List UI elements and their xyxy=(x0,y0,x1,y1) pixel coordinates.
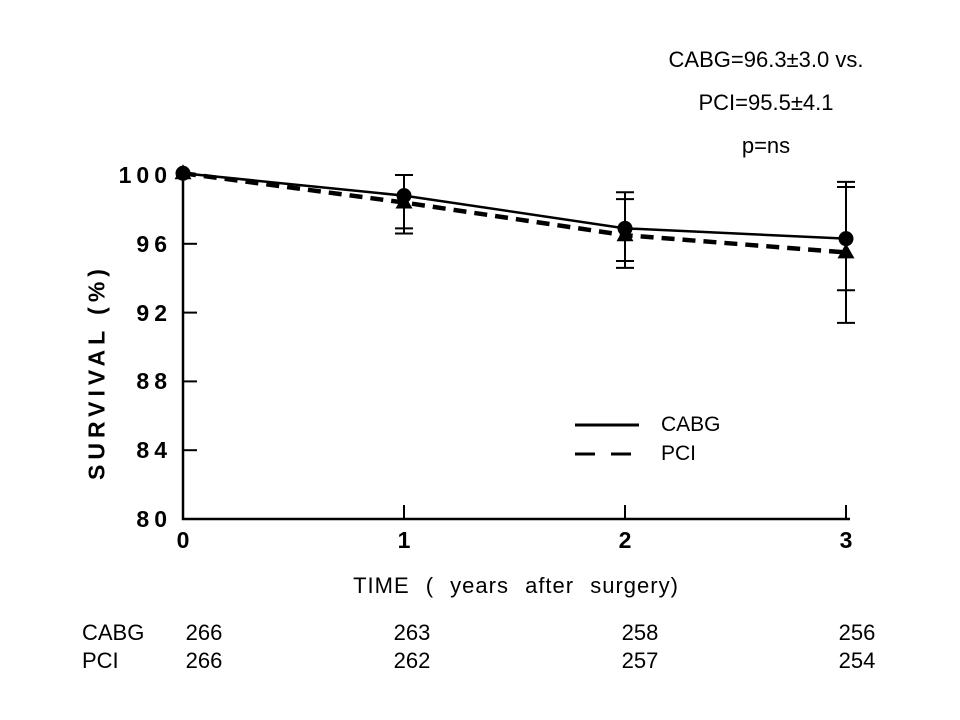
risk-row-label: CABG xyxy=(82,620,145,645)
legend-label-cabg: CABG xyxy=(661,413,721,436)
risk-count: 263 xyxy=(393,620,431,645)
risk-count: 266 xyxy=(185,648,223,673)
cabg-line xyxy=(182,172,847,240)
y-tick-label: 88 xyxy=(136,368,172,395)
x-tick-label: 3 xyxy=(839,527,853,553)
legend-label-pci: PCI xyxy=(661,442,697,465)
pci-marker xyxy=(837,243,855,259)
x-tick-label: 2 xyxy=(618,527,632,553)
cabg-marker xyxy=(838,231,854,247)
axis-frame xyxy=(181,175,850,521)
x-axis-title: TIME ( years after surgery) xyxy=(353,573,679,598)
legend-item-pci: PCI xyxy=(574,439,721,468)
risk-count: 262 xyxy=(393,648,431,673)
annotation-line-pvalue: p=ns xyxy=(741,133,791,158)
risk-count: 257 xyxy=(621,648,659,673)
cabg-marker xyxy=(175,165,191,181)
chart-legend: CABG PCI xyxy=(574,410,721,468)
x-tick-label: 0 xyxy=(176,527,190,553)
annotation-line-cabg: CABG=96.3±3.0 vs. xyxy=(668,47,864,72)
stats-annotation: CABG=96.3±3.0 vs. PCI=95.5±4.1 p=ns xyxy=(590,38,942,167)
solid-line-swatch-icon xyxy=(575,423,639,426)
annotation-line-pci: PCI=95.5±4.1 xyxy=(698,90,834,115)
y-tick-label: 80 xyxy=(136,506,172,532)
dashed-line-swatch-icon xyxy=(575,452,639,455)
pci-line xyxy=(182,171,847,255)
risk-count: 258 xyxy=(621,620,659,645)
y-tick-label: 84 xyxy=(136,437,172,464)
legend-item-cabg: CABG xyxy=(574,410,721,439)
risk-row-label: PCI xyxy=(82,648,119,673)
y-tick-label: 100 xyxy=(118,162,172,188)
risk-count: 254 xyxy=(838,648,876,673)
x-tick-label: 1 xyxy=(397,527,411,553)
cabg-marker xyxy=(617,220,633,236)
cabg-marker xyxy=(396,188,412,204)
risk-count: 256 xyxy=(838,620,876,645)
y-tick-label: 96 xyxy=(136,230,172,257)
y-tick-label: 92 xyxy=(136,299,172,326)
risk-count: 266 xyxy=(185,620,223,645)
